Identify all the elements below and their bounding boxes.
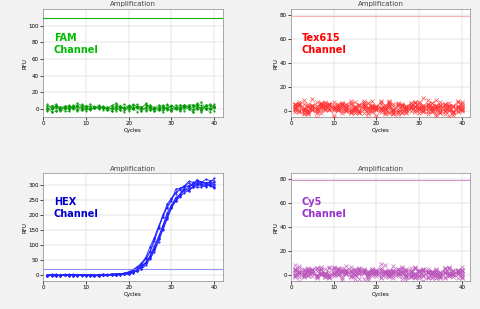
Text: Tex615
Channel: Tex615 Channel	[301, 33, 347, 55]
Y-axis label: RFU: RFU	[273, 58, 278, 69]
X-axis label: Cycles: Cycles	[372, 292, 390, 297]
Text: HEX
Channel: HEX Channel	[54, 197, 99, 219]
X-axis label: Cycles: Cycles	[124, 292, 142, 297]
X-axis label: Cycles: Cycles	[124, 128, 142, 133]
Text: FAM
Channel: FAM Channel	[54, 33, 99, 55]
Y-axis label: RFU: RFU	[273, 222, 278, 233]
Text: Cy5
Channel: Cy5 Channel	[301, 197, 347, 219]
Title: Amplification: Amplification	[110, 2, 156, 7]
Title: Amplification: Amplification	[358, 2, 404, 7]
Title: Amplification: Amplification	[358, 166, 404, 171]
Y-axis label: RFU: RFU	[22, 222, 27, 233]
Y-axis label: RFU: RFU	[22, 58, 27, 69]
X-axis label: Cycles: Cycles	[372, 128, 390, 133]
Title: Amplification: Amplification	[110, 166, 156, 171]
